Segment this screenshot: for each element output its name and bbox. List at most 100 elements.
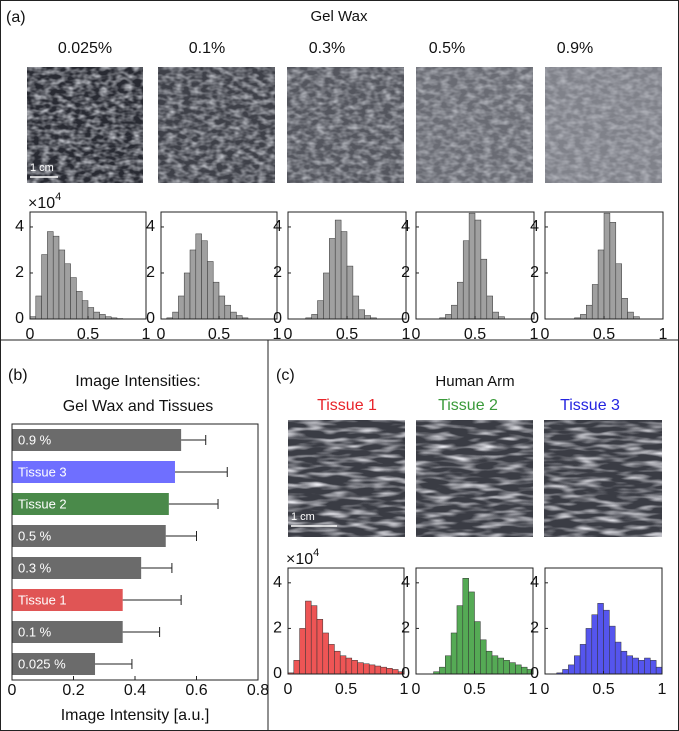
x-tick-label: 0.5 bbox=[77, 326, 99, 343]
histogram-bar bbox=[334, 650, 341, 675]
error-bar bbox=[168, 499, 219, 509]
histogram-bar bbox=[627, 311, 634, 320]
histogram-bar bbox=[615, 263, 622, 320]
histogram-bar bbox=[580, 314, 587, 320]
image-texture bbox=[544, 420, 662, 537]
histogram-bar bbox=[99, 314, 106, 320]
histogram-bar bbox=[621, 298, 628, 320]
multiplier-base: ×10 bbox=[286, 551, 313, 568]
histogram-bar bbox=[351, 660, 358, 675]
section-title: Human Arm bbox=[435, 373, 514, 390]
histogram-bar bbox=[64, 263, 71, 320]
bar bbox=[12, 557, 142, 579]
histogram-bar bbox=[468, 591, 475, 675]
x-tick-label: 1 bbox=[402, 326, 411, 343]
x-tick-label: 0.5 bbox=[592, 681, 614, 698]
histogram-bar bbox=[579, 644, 587, 675]
y-tick-label: 0 bbox=[273, 665, 282, 682]
image-texture bbox=[545, 67, 662, 183]
histogram-bar bbox=[497, 657, 504, 675]
histogram-bar bbox=[638, 660, 645, 675]
bar-label: 0.1 % bbox=[18, 624, 52, 639]
histogram-bar bbox=[485, 650, 493, 675]
histogram-bar bbox=[368, 664, 376, 675]
error-bar bbox=[165, 531, 197, 541]
histogram-bar bbox=[655, 666, 663, 675]
x-tick-label: 1 bbox=[142, 326, 151, 343]
x-tick-label: 0.4 bbox=[124, 682, 146, 699]
bar bbox=[12, 653, 96, 675]
histogram-bar bbox=[591, 284, 599, 320]
image-texture bbox=[416, 67, 533, 183]
histogram-bar bbox=[456, 605, 464, 675]
panel-label: (c) bbox=[276, 367, 295, 384]
histogram-bar bbox=[224, 304, 231, 320]
histogram-bar bbox=[293, 660, 300, 675]
y-tick-label: 4 bbox=[273, 574, 282, 591]
histogram-bar bbox=[650, 660, 657, 675]
y-tick-label: 0 bbox=[401, 310, 410, 327]
x-tick-label: 0.5 bbox=[593, 326, 615, 343]
histogram-bar bbox=[480, 258, 488, 320]
histogram-bar bbox=[562, 669, 569, 675]
histogram-bar bbox=[597, 603, 604, 675]
histogram-bar bbox=[644, 657, 651, 675]
histogram-bar bbox=[603, 212, 611, 320]
y-tick-label: 0 bbox=[146, 310, 155, 327]
histogram-bar bbox=[47, 231, 54, 320]
histogram-bar bbox=[358, 309, 365, 320]
bar-label: 0.025 % bbox=[18, 656, 66, 671]
x-tick-label: 0 bbox=[157, 326, 166, 343]
histogram-bar bbox=[323, 272, 330, 320]
histogram-bar bbox=[339, 655, 347, 675]
histogram-bar bbox=[445, 314, 452, 320]
histogram-bar bbox=[480, 639, 487, 675]
histogram-bar bbox=[87, 307, 95, 320]
bar-label: Tissue 2 bbox=[18, 496, 67, 511]
histogram-bar bbox=[450, 632, 458, 675]
chart-title: Image Intensities: bbox=[75, 373, 200, 390]
sample-label: 0.025% bbox=[58, 40, 112, 57]
histogram-bar bbox=[380, 666, 387, 675]
histogram-bar bbox=[568, 664, 575, 675]
histogram-bar bbox=[591, 614, 598, 675]
x-tick-label: 0.5 bbox=[335, 681, 357, 698]
histogram-bar bbox=[585, 628, 593, 675]
histogram-bar bbox=[178, 295, 185, 320]
histogram-bar bbox=[364, 315, 371, 320]
y-tick-label: 4 bbox=[530, 218, 539, 235]
x-tick-label: 0.8 bbox=[247, 682, 269, 699]
section-title: Gel Wax bbox=[311, 8, 368, 25]
sample-label: 0.3% bbox=[309, 40, 345, 57]
sample-label: 0.5% bbox=[429, 40, 465, 57]
histogram-bar bbox=[328, 644, 335, 675]
tissue-label: Tissue 2 bbox=[438, 397, 498, 414]
x-tick-label: 0.5 bbox=[336, 326, 358, 343]
histogram-bar bbox=[474, 219, 482, 320]
histogram-bar bbox=[207, 261, 214, 320]
image-texture bbox=[27, 67, 143, 183]
tissue-label: Tissue 3 bbox=[560, 397, 620, 414]
image-texture bbox=[158, 67, 275, 183]
histogram-bar bbox=[439, 666, 446, 675]
error-bar bbox=[141, 563, 173, 573]
bar bbox=[12, 589, 123, 611]
y-tick-label: 4 bbox=[15, 218, 24, 235]
x-tick-label: 1 bbox=[530, 326, 539, 343]
histogram-bar bbox=[468, 212, 476, 320]
histogram-bar bbox=[462, 578, 469, 675]
y-tick-label: 4 bbox=[273, 218, 282, 235]
x-tick-label: 0 bbox=[412, 681, 421, 698]
y-tick-label: 2 bbox=[15, 264, 24, 281]
histogram-bar bbox=[183, 272, 191, 320]
histogram-bar bbox=[346, 265, 354, 320]
x-tick-label: 0.6 bbox=[185, 682, 207, 699]
x-tick-label: 0 bbox=[284, 326, 293, 343]
bar bbox=[12, 525, 166, 547]
histogram-bar bbox=[492, 311, 499, 320]
axis-multiplier: ×104 bbox=[286, 547, 319, 568]
histogram-bar bbox=[574, 655, 581, 675]
bar bbox=[12, 621, 123, 643]
histogram-bar bbox=[52, 235, 60, 320]
